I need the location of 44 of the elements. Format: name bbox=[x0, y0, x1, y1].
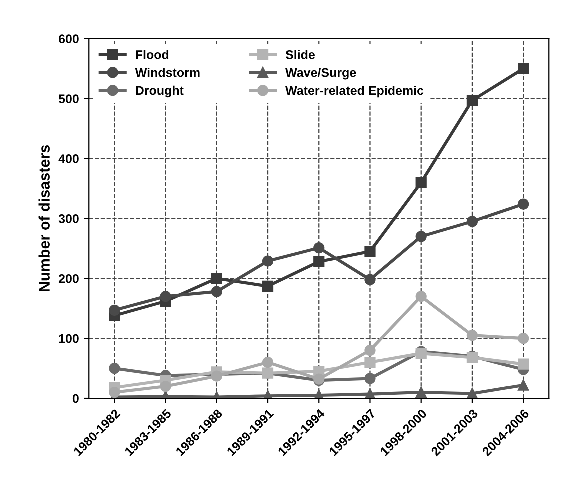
point bbox=[466, 95, 478, 106]
point bbox=[466, 216, 478, 228]
y-tick-label: 100 bbox=[59, 334, 79, 344]
point bbox=[364, 345, 376, 356]
point bbox=[518, 358, 530, 370]
y-tick-label: 500 bbox=[58, 94, 79, 104]
point bbox=[416, 291, 427, 302]
point bbox=[416, 231, 427, 242]
y-tick-label: 300 bbox=[58, 214, 79, 224]
point bbox=[314, 242, 325, 254]
legend-label: Wave/Surge bbox=[286, 68, 356, 80]
point bbox=[262, 280, 274, 292]
point bbox=[160, 291, 172, 302]
point bbox=[109, 386, 120, 398]
point bbox=[518, 63, 530, 74]
legend-label: Slide bbox=[286, 50, 315, 60]
point bbox=[364, 357, 376, 368]
legend-label: Drought bbox=[136, 86, 184, 98]
point bbox=[364, 274, 376, 286]
y-tick-label: 200 bbox=[58, 274, 79, 284]
y-tick-label: 0 bbox=[72, 394, 79, 404]
legend-label: Water-related Epidemic bbox=[286, 86, 424, 98]
point bbox=[416, 177, 427, 188]
point bbox=[211, 286, 222, 298]
y-axis-title: Number of disasters bbox=[38, 145, 50, 292]
point bbox=[160, 380, 172, 392]
point bbox=[466, 330, 478, 342]
point bbox=[518, 333, 530, 344]
point bbox=[364, 373, 376, 384]
legend-label: Flood bbox=[136, 50, 169, 60]
point bbox=[518, 198, 530, 210]
point bbox=[518, 380, 530, 391]
y-tick-label: 600 bbox=[59, 34, 79, 44]
legend-label: Windstorm bbox=[135, 68, 200, 78]
point bbox=[211, 273, 222, 284]
point bbox=[109, 362, 120, 374]
point bbox=[466, 388, 478, 399]
point bbox=[262, 357, 274, 368]
point bbox=[364, 246, 376, 258]
point bbox=[314, 256, 325, 268]
y-tick-label: 400 bbox=[58, 154, 79, 164]
point bbox=[416, 386, 427, 398]
point bbox=[262, 256, 274, 267]
point bbox=[109, 304, 120, 316]
